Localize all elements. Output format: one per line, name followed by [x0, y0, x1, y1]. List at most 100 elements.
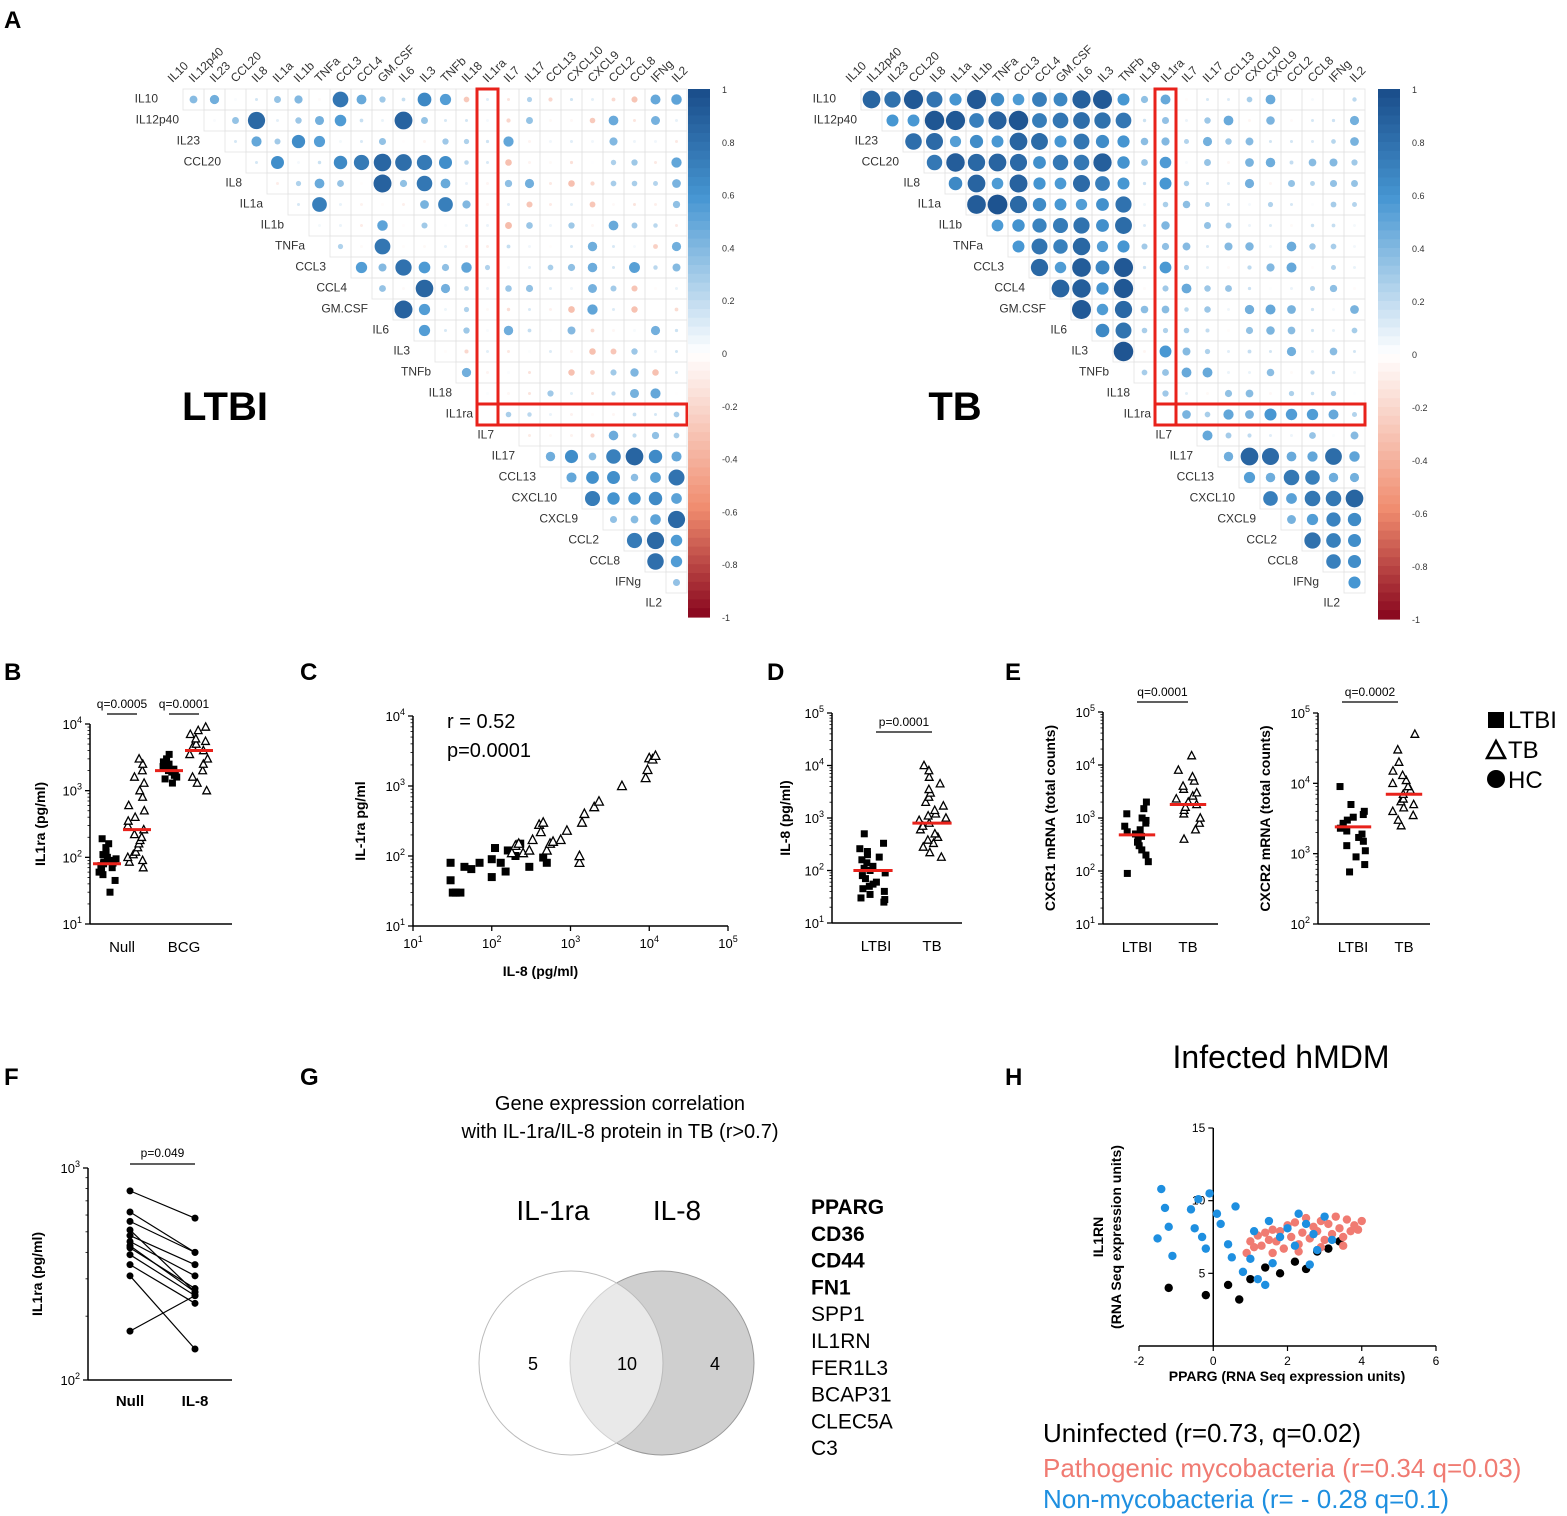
scatter-point	[1216, 1219, 1225, 1229]
colorbar-band	[1378, 177, 1400, 187]
colorbar-tick: 0.6	[1412, 191, 1425, 201]
scatter-point	[1305, 1260, 1314, 1269]
correlation-dot	[339, 224, 342, 227]
correlation-dot	[504, 179, 513, 188]
correlation-dot	[1245, 158, 1254, 167]
correlation-dot	[1030, 258, 1049, 277]
correlation-dot	[317, 160, 322, 165]
correlation-dot	[461, 262, 472, 273]
correlation-dot	[1350, 305, 1359, 314]
colorbar-tick: 0.4	[1412, 244, 1425, 254]
correlation-dot	[1140, 95, 1149, 104]
correlation-dot	[651, 116, 660, 125]
correlation-dot	[1311, 98, 1314, 101]
correlation-dot	[671, 451, 682, 462]
correlation-dot	[547, 264, 554, 271]
pair-point-il8	[191, 1345, 199, 1353]
colorbar-band	[1378, 592, 1400, 602]
correlation-dot	[1032, 113, 1047, 128]
pair-point-il8	[191, 1261, 199, 1269]
correlation-dot	[1353, 350, 1356, 353]
correlation-dot	[1352, 202, 1357, 207]
square-marker	[863, 848, 871, 856]
correlation-dot	[631, 96, 638, 103]
square-marker	[858, 872, 866, 880]
correlation-dot	[587, 304, 598, 315]
correlation-dot	[675, 371, 678, 374]
colorbar-band	[688, 370, 710, 380]
scatter-point	[1324, 1244, 1333, 1253]
colorbar-tick: 0	[722, 349, 727, 359]
correlation-dot	[1054, 198, 1067, 211]
correlation-dot	[463, 306, 470, 313]
triangle-marker	[578, 807, 590, 819]
correlation-dot	[654, 140, 657, 143]
correlation-dot	[1306, 513, 1319, 526]
triangle-marker	[1408, 809, 1419, 820]
row-label: IL23	[177, 134, 201, 148]
scatter-point	[1290, 1241, 1300, 1250]
correlation-dot	[1243, 471, 1256, 484]
correlation-dot	[507, 392, 510, 395]
correlation-dot	[589, 348, 596, 355]
correlation-dot	[589, 117, 596, 124]
correlation-dot	[373, 153, 392, 172]
panel-f-paired-plot: 102 103 IL1ra (pg/ml) Null IL-8 p=0.049	[29, 1146, 232, 1410]
correlation-dot	[444, 119, 447, 122]
y-tick-label: 103	[386, 777, 405, 794]
correlation-dot	[1330, 264, 1337, 271]
square-marker	[1142, 798, 1150, 806]
square-marker	[1142, 851, 1150, 859]
row-label: CXCL9	[1217, 512, 1256, 526]
correlation-dot	[461, 367, 472, 378]
correlation-dot	[395, 259, 412, 276]
correlation-dot	[590, 433, 595, 438]
triangle-marker	[513, 837, 525, 848]
correlation-dot	[1225, 138, 1232, 145]
pair-point-il8	[191, 1299, 199, 1307]
correlation-dot	[670, 555, 683, 568]
correlation-dot	[948, 176, 963, 191]
correlation-dot	[1265, 157, 1276, 168]
correlation-dot	[907, 114, 920, 127]
colorbar-tick: 0.6	[722, 191, 735, 201]
row-label: IL10	[813, 92, 837, 106]
pair-point-null	[126, 1251, 134, 1259]
correlation-dot	[675, 287, 678, 290]
y-axis-title: IL1ra (pg/ml)	[29, 1232, 45, 1316]
correlation-dot	[1204, 285, 1211, 292]
correlation-dot	[1054, 177, 1067, 190]
correlation-dot	[438, 197, 453, 212]
correlation-dot	[1269, 182, 1272, 185]
panel-label-c: C	[300, 659, 317, 686]
scatter-point	[1194, 1195, 1203, 1204]
triangle-marker	[929, 828, 940, 838]
correlation-dot	[969, 113, 984, 128]
row-label: TNFb	[1079, 365, 1109, 379]
row-label: IL1a	[918, 197, 942, 211]
correlation-dot	[654, 350, 657, 353]
scatter-point	[1223, 1280, 1233, 1290]
square-marker	[1360, 807, 1368, 815]
correlation-dot	[549, 245, 552, 248]
colorbar-band	[1378, 115, 1400, 125]
colorbar-band	[688, 467, 710, 477]
scatter-point	[1205, 1189, 1214, 1198]
correlation-dot	[549, 119, 552, 122]
correlation-dot	[654, 308, 657, 311]
correlation-dot	[1266, 326, 1275, 335]
gene-name-bold: CD44	[811, 1250, 865, 1273]
correlation-dot	[1290, 224, 1293, 227]
row-label: IFNg	[1293, 575, 1319, 589]
scatter-point	[1287, 1232, 1296, 1242]
correlation-dot	[486, 119, 489, 122]
colorbar-band	[688, 300, 710, 310]
correlation-dot	[1161, 137, 1170, 146]
correlation-dot	[1227, 371, 1230, 374]
x-category-label: LTBI	[861, 938, 892, 955]
pair-line	[129, 1211, 196, 1253]
correlation-dot	[378, 137, 387, 146]
correlation-dot	[1304, 490, 1321, 507]
correlation-dot	[1290, 287, 1293, 290]
correlation-dot	[1072, 258, 1091, 277]
